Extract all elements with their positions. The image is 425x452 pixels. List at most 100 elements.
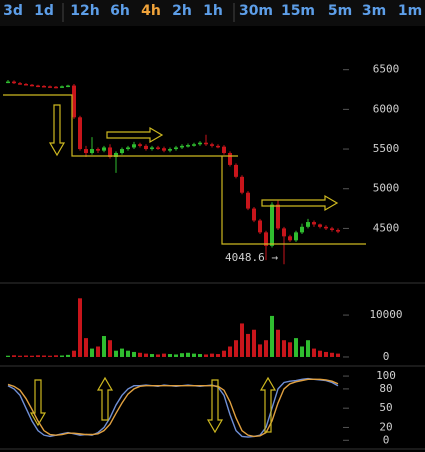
candle-body (330, 228, 334, 230)
volume-bar (108, 340, 112, 357)
candle-body (300, 226, 304, 233)
y-tick-label: 10000 (369, 308, 402, 321)
volume-bar (42, 355, 46, 357)
timeframe-button[interactable]: 15m (281, 3, 315, 19)
volume-bar (150, 354, 154, 357)
candle-body (222, 146, 226, 154)
volume-bar (102, 336, 106, 357)
candle-body (318, 224, 322, 227)
candle-body (24, 83, 28, 86)
timeframe-button[interactable]: 5m (328, 3, 352, 19)
candle-body (90, 149, 94, 154)
volume-bar (306, 340, 310, 357)
volume-bar (330, 352, 334, 357)
volume-bar (78, 298, 82, 357)
candle-body (96, 149, 100, 151)
volume-bar (24, 355, 28, 357)
candle-body (42, 85, 46, 88)
volume-bar (48, 355, 52, 357)
level-line (221, 156, 366, 245)
candle-body (306, 222, 310, 227)
stochastic-line (7, 377, 339, 438)
candle-body (312, 222, 316, 225)
volume-bar (162, 353, 166, 357)
timeframe-button[interactable]: 1h (203, 3, 223, 19)
candle-body (246, 192, 250, 209)
arrow-up (259, 376, 277, 433)
candle-body (228, 153, 232, 165)
candle-body (6, 81, 10, 84)
drawings (3, 94, 366, 434)
volume-bar (240, 323, 244, 357)
candle-body (138, 144, 142, 146)
timeframe-button[interactable]: 3m (362, 3, 386, 19)
y-tick-label: 5500 (373, 142, 400, 155)
volume-bar (216, 354, 220, 357)
volume-bar (318, 350, 322, 357)
timeframe-button[interactable]: 6h (110, 3, 130, 19)
volume-bar (288, 342, 292, 357)
candle-body (252, 208, 256, 221)
low-label: 4048.6 → (225, 251, 278, 264)
volume-bar (54, 355, 58, 357)
stochastic-line (7, 378, 339, 438)
arrow-down (29, 379, 47, 427)
candle-body (102, 147, 106, 151)
volume-bar (312, 348, 316, 357)
volume-bar (222, 350, 226, 357)
y-tick-label: 5000 (373, 182, 400, 195)
volume-bar (186, 352, 190, 357)
y-tick-label: 100 (376, 369, 396, 382)
candle-body (210, 144, 214, 146)
candle-body (156, 147, 160, 149)
volume-bar (156, 354, 160, 357)
y-tick-label: 6500 (373, 63, 400, 76)
timeframe-button[interactable]: 1m (398, 3, 422, 19)
candle-body (192, 144, 196, 146)
candle-body (18, 83, 22, 85)
candle-body (204, 142, 208, 145)
volume-bar (198, 354, 202, 357)
timeframe-button[interactable]: 1d (34, 3, 54, 19)
volume-bar (180, 353, 184, 357)
candle-body (132, 144, 136, 148)
candle-body (216, 145, 220, 148)
volume-bar (84, 338, 88, 357)
arrow-right (106, 126, 164, 144)
toolbar-bg (0, 0, 425, 26)
candle-body (48, 86, 52, 88)
candle-body (84, 149, 88, 154)
timeframe-button[interactable]: 4h (141, 3, 161, 19)
volume-bar (60, 355, 64, 357)
volume-bar (258, 344, 262, 357)
timeframe-button[interactable]: 12h (70, 3, 99, 19)
y-tick-label: 4500 (373, 221, 400, 234)
candle-body (150, 147, 154, 150)
volume-bar (90, 348, 94, 357)
y-tick-label: 50 (379, 401, 392, 414)
volume-bar (294, 338, 298, 357)
volume-bar (144, 353, 148, 357)
candle-body (162, 148, 166, 151)
candle-body (234, 164, 238, 177)
timeframe-button[interactable]: 3d (3, 3, 23, 19)
volume-bar (276, 329, 280, 357)
candle-body (270, 204, 274, 246)
volume-bar (18, 355, 22, 357)
y-tick-label: 0 (383, 433, 390, 446)
volume-bar (282, 340, 286, 357)
timeframe-button[interactable]: 2h (172, 3, 192, 19)
candle-body (336, 230, 340, 232)
volume-bar (174, 354, 178, 357)
timeframe-button[interactable]: 30m (239, 3, 273, 19)
volume-bar (252, 329, 256, 357)
candle-body (180, 145, 184, 148)
candle-body (276, 204, 280, 229)
candle-body (30, 84, 34, 87)
candle-body (12, 81, 16, 84)
volume-bar (114, 350, 118, 357)
volume-bar (66, 354, 70, 357)
volume-bar (6, 355, 10, 357)
